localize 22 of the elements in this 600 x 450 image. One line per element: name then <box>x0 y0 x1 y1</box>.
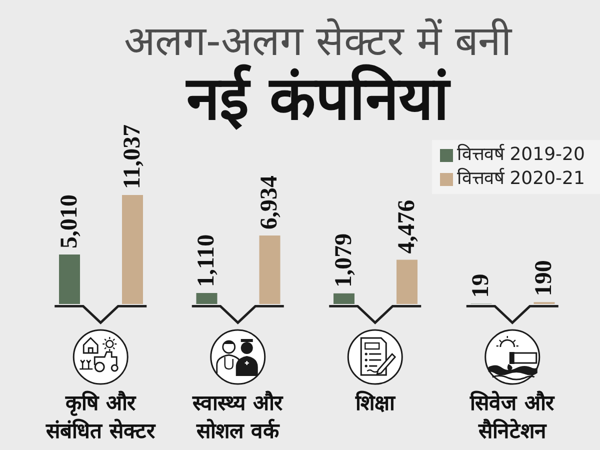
data-label: 6,934 <box>256 176 283 230</box>
legend-label: वित्तवर्ष 2019-20 <box>457 144 585 165</box>
data-label: 190 <box>531 260 558 296</box>
data-label: 1,110 <box>194 234 220 288</box>
chart-subtitle: नई कंपनियां <box>186 64 450 134</box>
data-label: 4,476 <box>394 200 420 254</box>
chart-title: अलग-अलग सेक्टर में बनी <box>123 16 514 65</box>
bar <box>259 236 280 304</box>
data-label: 19 <box>468 274 494 298</box>
x-tick-label: सिवेज और सैनिटेशन <box>469 390 556 443</box>
bar <box>59 254 80 304</box>
data-label: 11,037 <box>120 124 146 189</box>
x-tick-label: शिक्षा <box>354 390 397 415</box>
bar <box>196 293 218 304</box>
legend-label: वित्तवर्ष 2020-21 <box>457 168 585 189</box>
bar <box>122 195 143 304</box>
bar <box>396 260 418 304</box>
x-tick-label: कृषि और संबंधित सेक्टर <box>44 390 156 443</box>
data-label: 5,010 <box>56 194 82 249</box>
bar <box>334 293 354 304</box>
x-tick-label: स्वास्थ्य और सोशल वर्क <box>192 390 284 443</box>
data-label: 1,079 <box>331 233 357 288</box>
